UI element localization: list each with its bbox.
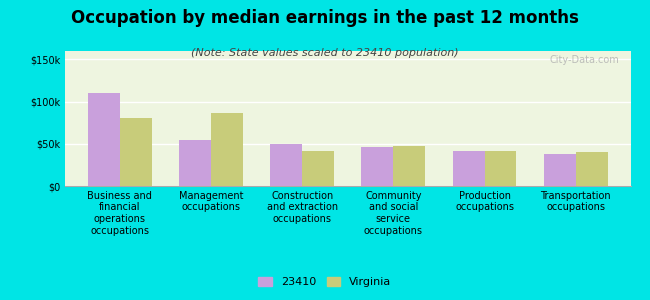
Bar bbox=[576, 152, 608, 186]
Bar bbox=[270, 144, 302, 186]
Bar bbox=[544, 154, 576, 186]
Text: (Note: State values scaled to 23410 population): (Note: State values scaled to 23410 popu… bbox=[191, 48, 459, 58]
Text: City-Data.com: City-Data.com bbox=[549, 55, 619, 65]
Bar bbox=[393, 146, 425, 186]
Legend: 23410, Virginia: 23410, Virginia bbox=[254, 272, 396, 291]
Bar bbox=[120, 118, 151, 186]
Text: Occupation by median earnings in the past 12 months: Occupation by median earnings in the pas… bbox=[71, 9, 579, 27]
Bar bbox=[179, 140, 211, 186]
Bar bbox=[302, 151, 334, 186]
Bar bbox=[484, 151, 517, 186]
Bar bbox=[361, 147, 393, 186]
Bar bbox=[88, 93, 120, 186]
Bar bbox=[452, 151, 484, 186]
Bar bbox=[211, 112, 243, 186]
